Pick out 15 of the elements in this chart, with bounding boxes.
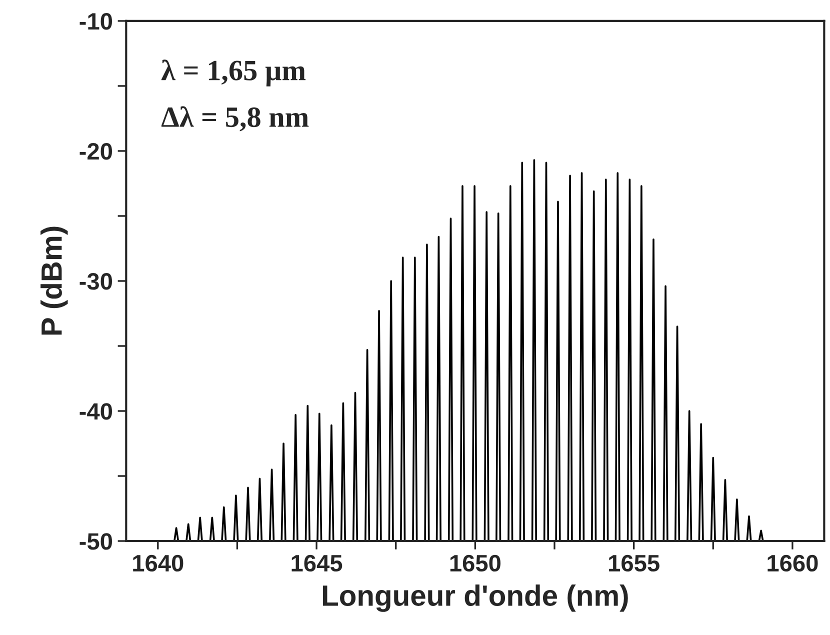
x-tick-label: 1660 xyxy=(768,554,818,572)
y-axis-title: P (dBm) xyxy=(40,226,68,335)
y-tick-label: -40 xyxy=(80,403,112,420)
x-tick-label: 1640 xyxy=(133,554,184,572)
x-tick-label: 1655 xyxy=(609,554,660,572)
y-tick-label: -50 xyxy=(80,533,112,550)
x-axis-title: Longueur d'onde (nm) xyxy=(323,584,628,612)
annotation: Δλ = 5,8 nm xyxy=(161,106,309,132)
annotation: λ = 1,65 µm xyxy=(161,60,306,86)
y-tick-label: -20 xyxy=(80,143,112,160)
line-series xyxy=(173,159,764,542)
x-tick-label: 1650 xyxy=(450,554,500,572)
y-tick-label: -10 xyxy=(80,13,112,30)
y-tick-label: -30 xyxy=(80,273,112,290)
x-tick-label: 1645 xyxy=(292,554,342,572)
